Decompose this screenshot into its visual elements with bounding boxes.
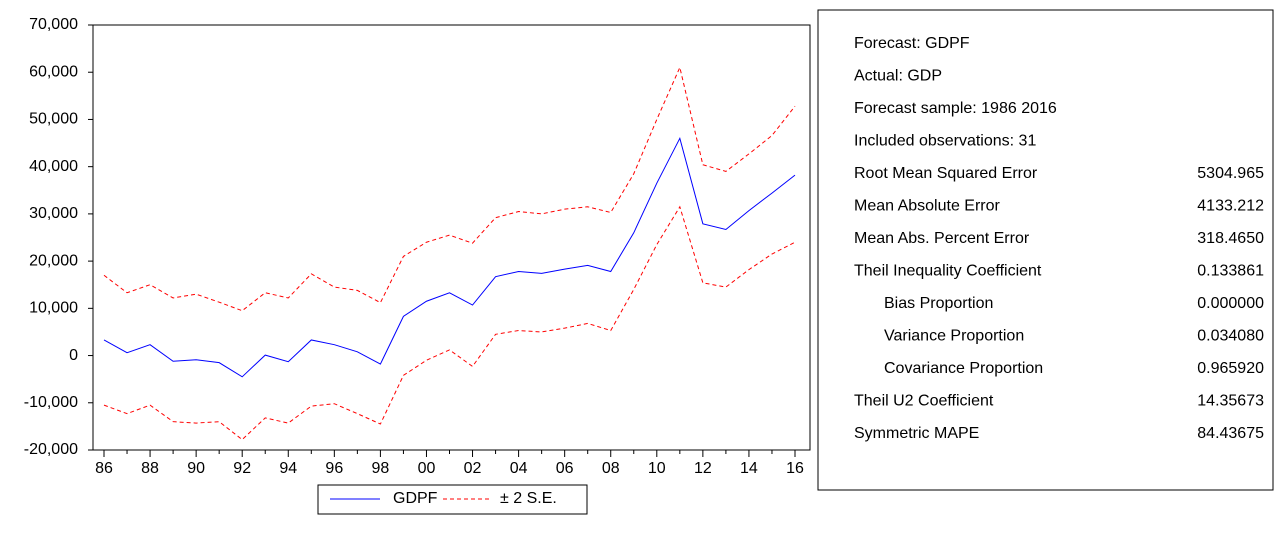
y-tick-label: 50,000: [29, 111, 78, 128]
stats-value: 0.034080: [1197, 328, 1264, 345]
line: [103, 136, 796, 378]
y-tick-label: 70,000: [29, 16, 78, 33]
y-tick-label: 60,000: [29, 63, 78, 80]
stats-label: Theil Inequality Coefficient: [854, 263, 1042, 280]
stats-label: Mean Abs. Percent Error: [854, 230, 1030, 247]
x-tick-label: 14: [740, 460, 758, 477]
x-tick-label: 98: [372, 460, 390, 477]
stats-label: Covariance Proportion: [884, 360, 1043, 377]
y-tick-label: 20,000: [29, 252, 78, 269]
stats-value: 84.43675: [1197, 425, 1264, 442]
x-tick-label: 16: [786, 460, 804, 477]
stats-header: Included observations: 31: [854, 133, 1036, 150]
stats-header: Actual: GDP: [854, 68, 942, 85]
stats-value: 318.4650: [1197, 230, 1264, 247]
x-tick-label: 02: [464, 460, 482, 477]
x-tick-label: 04: [510, 460, 528, 477]
stats-value: 4133.212: [1197, 198, 1264, 215]
legend-box: [317, 484, 588, 515]
stats-header: Forecast: GDPF: [854, 35, 970, 52]
x-tick-label: 90: [187, 460, 205, 477]
lower-band: [103, 205, 796, 441]
x-tick-label: 86: [95, 460, 113, 477]
stats-label: Mean Absolute Error: [854, 198, 1001, 215]
x-tick-label: 92: [233, 460, 251, 477]
stats-label: Symmetric MAPE: [854, 425, 979, 442]
stats-label: Root Mean Squared Error: [854, 165, 1038, 182]
stats-value: 14.35673: [1197, 393, 1264, 410]
x-tick-label: 00: [418, 460, 436, 477]
stats-value: 0.000000: [1197, 295, 1264, 312]
stats-value: 5304.965: [1197, 165, 1264, 182]
stats-label: Theil U2 Coefficient: [854, 393, 994, 410]
plot-frame: [92, 24, 811, 451]
stats-label: Bias Proportion: [884, 295, 993, 312]
y-tick-label: 0: [69, 347, 78, 364]
y-tick-label: -10,000: [24, 394, 78, 411]
x-tick-label: 94: [279, 460, 297, 477]
stats-box: [817, 9, 1274, 491]
y-tick-label: 30,000: [29, 205, 78, 222]
x-tick-label: 10: [648, 460, 666, 477]
y-tick-label: -20,000: [24, 441, 78, 458]
legend-label: ± 2 S.E.: [500, 490, 557, 507]
upper-band: [103, 65, 796, 312]
y-tick-label: 10,000: [29, 300, 78, 317]
stats-value: 0.965920: [1197, 360, 1264, 377]
x-tick-label: 06: [556, 460, 574, 477]
x-tick-label: 96: [325, 460, 343, 477]
legend-label: GDPF: [393, 490, 438, 507]
stats-label: Variance Proportion: [884, 328, 1024, 345]
x-tick-label: 08: [602, 460, 620, 477]
y-tick-label: 40,000: [29, 158, 78, 175]
stats-value: 0.133861: [1197, 263, 1264, 280]
x-tick-label: 12: [694, 460, 712, 477]
stats-header: Forecast sample: 1986 2016: [854, 100, 1057, 117]
x-tick-label: 88: [141, 460, 159, 477]
